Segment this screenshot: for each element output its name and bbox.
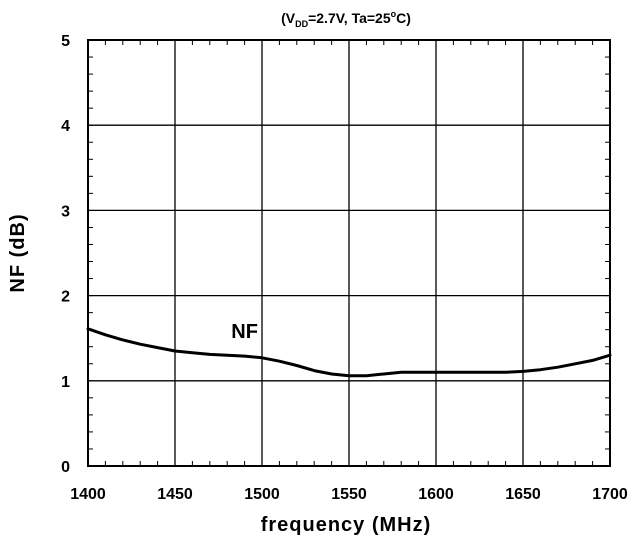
y-tick-label: 1	[61, 374, 70, 391]
x-tick-label: 1600	[418, 486, 454, 503]
chart-title: (VDD=2.7V, Ta=25oC)	[281, 9, 411, 29]
y-tick-label: 0	[61, 459, 70, 476]
x-tick-label: 1500	[244, 486, 280, 503]
x-tick-labels: 1400 1450 1500 1550 1600 1650 1700	[70, 486, 628, 503]
chart-title-middle: =2.7V, Ta=25	[308, 10, 391, 26]
chart-title-prefix: (V	[281, 10, 296, 26]
x-tick-label: 1650	[505, 486, 541, 503]
y-tick-label: 4	[61, 118, 70, 135]
y-axis-label: NF (dB)	[7, 213, 29, 292]
chart-title-suffix: C)	[396, 10, 411, 26]
nf-series-label: NF	[231, 321, 258, 343]
x-tick-label: 1550	[331, 486, 367, 503]
x-tick-label: 1700	[592, 486, 628, 503]
x-tick-label: 1450	[157, 486, 193, 503]
nf-series-line	[86, 327, 612, 378]
x-tick-label: 1400	[70, 486, 106, 503]
y-tick-label: 5	[61, 33, 70, 50]
chart-title-superscript: o	[391, 9, 397, 19]
plot-frame	[87, 39, 611, 467]
grid-lines	[87, 39, 611, 467]
x-axis-label: frequency (MHz)	[261, 514, 432, 536]
series-layer: NF	[86, 321, 612, 378]
chart-title-subscript: DD	[295, 19, 308, 29]
y-tick-labels: 0 1 2 3 4 5	[61, 33, 70, 476]
y-tick-label: 2	[61, 289, 70, 306]
y-tick-label: 3	[61, 203, 70, 220]
